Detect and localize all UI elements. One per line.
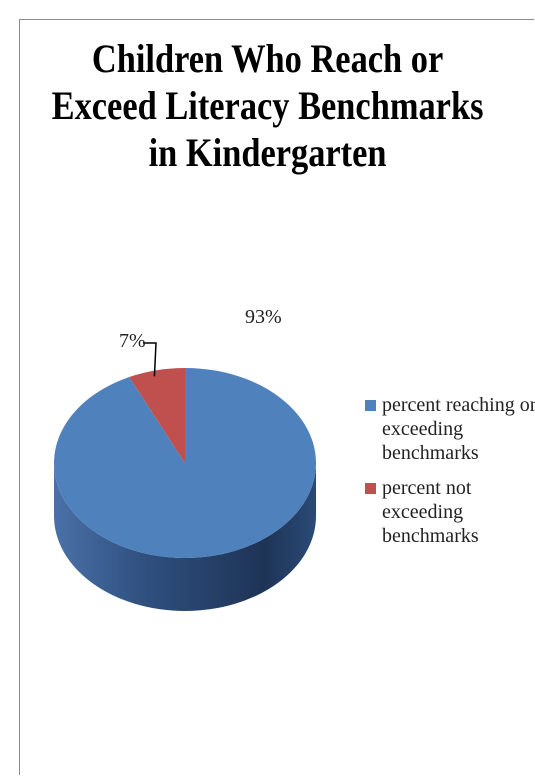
pie-side-wall	[54, 463, 316, 611]
legend-item-not-exceeding: percent not exceeding benchmarks	[362, 476, 535, 548]
legend-label-not-exceeding: percent not exceeding benchmarks	[382, 477, 479, 547]
legend-item-reaching: percent reaching or exceeding benchmarks	[362, 393, 535, 465]
chart-title-line-1: Children Who Reach or	[91, 36, 444, 81]
data-label-not-exceeding: 7%	[119, 330, 146, 352]
pie-slice-reaching	[54, 368, 317, 558]
chart-title: Children Who Reach or Exceed Literacy Be…	[38, 35, 498, 176]
legend: percent reaching or exceeding benchmarks…	[362, 393, 535, 559]
data-label-reaching: 93%	[245, 306, 282, 328]
legend-label-reaching: percent reaching or exceeding benchmarks	[382, 394, 535, 464]
pie-slice-not-exceeding	[129, 368, 185, 463]
chart-title-line-2: Exceed Literacy Benchmarks	[51, 83, 484, 128]
legend-swatch-reaching	[365, 400, 376, 411]
chart-title-line-3: in Kindergarten	[148, 130, 387, 175]
leader-line-not-exceeding	[143, 342, 157, 377]
legend-swatch-not-exceeding	[365, 483, 376, 494]
